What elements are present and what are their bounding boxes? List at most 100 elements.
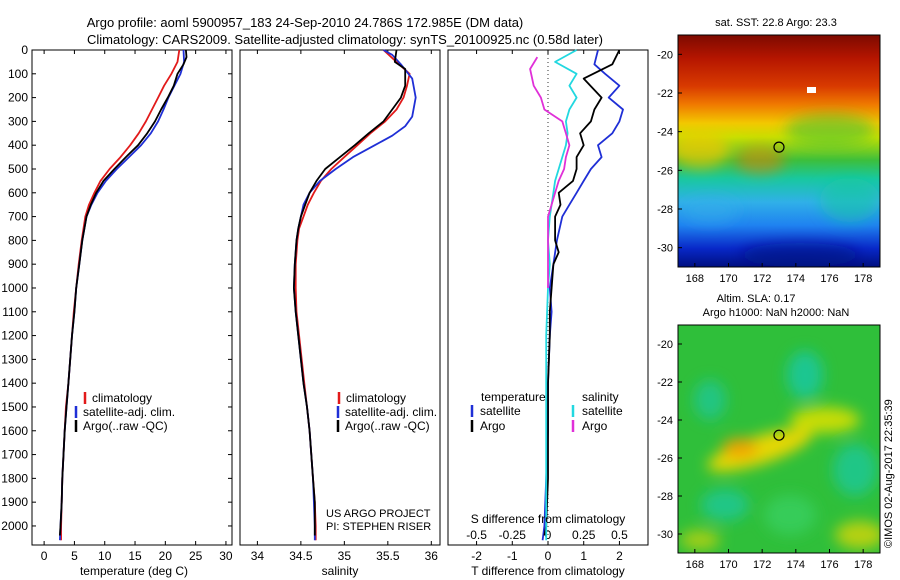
depth-tick-label: 1700 (1, 448, 28, 462)
lon-tick-label: 170 (719, 559, 737, 571)
lon-tick-label: 174 (787, 273, 805, 285)
lon-tick-label: 176 (820, 559, 838, 571)
depth-tick-label: 800 (8, 233, 28, 247)
x-tick-label: 10 (98, 549, 112, 563)
x-tick-label: -1 (507, 549, 518, 563)
depth-tick-label: 1200 (1, 329, 28, 343)
sst-texture (678, 114, 880, 267)
depth-tick-label: 1100 (2, 305, 28, 319)
sst-map-frame (677, 34, 881, 268)
temperature-panel: 0100200300400500600700800900100011001200… (1, 43, 648, 578)
x-tick-label: 30 (219, 549, 233, 563)
x-tick-label: 0 (41, 549, 48, 563)
s-tick-label: -0.5 (466, 528, 487, 542)
x-tick-label: 34.5 (289, 549, 313, 563)
salinity-xlabel: salinity (322, 564, 359, 578)
depth-tick-label: 700 (8, 210, 28, 224)
legend-title-temperature: temperature (481, 390, 546, 404)
lon-tick-label: 176 (820, 273, 838, 285)
depth-tick-label: 1900 (1, 495, 28, 509)
temperature-legend: climatology satellite-adj. clim. Argo(..… (74, 391, 175, 433)
legend-t-argo: Argo (480, 419, 506, 433)
lon-tick-label: 172 (753, 273, 771, 285)
sla-map-title-line2: Argo h1000: NaN h2000: NaN (703, 307, 850, 319)
lat-tick-label: -30 (657, 529, 673, 541)
depth-tick-label: 2000 (1, 519, 28, 533)
salinity-axes-frame (239, 49, 441, 546)
legend-title-salinity: salinity (582, 390, 619, 404)
series-line-t-argo (543, 49, 621, 536)
series-line-argo-raw-qc- (59, 49, 188, 536)
lat-tick-label: -20 (657, 339, 673, 351)
lon-tick-label: 168 (686, 273, 704, 285)
temperature-legend-climatology: climatology (92, 391, 152, 405)
x-tick-label: 35.5 (376, 549, 400, 563)
temperature-xlabel: temperature (deg C) (80, 564, 188, 578)
depth-tick-label: 600 (8, 186, 28, 200)
series-line-s-satellite (545, 49, 578, 541)
sla-texture (680, 351, 880, 550)
sla-map-title-line1: Altim. SLA: 0.17 (717, 293, 796, 305)
x-tick-label: 5 (71, 549, 78, 563)
s-tick-label: 0.25 (572, 528, 596, 542)
difference-legend: temperature salinity satellite Argo sate… (470, 390, 623, 433)
lat-tick-label: -28 (657, 204, 673, 216)
x-tick-label: 25 (189, 549, 203, 563)
lat-tick-label: -28 (657, 491, 673, 503)
lon-tick-label: 178 (854, 559, 872, 571)
x-tick-label: 35 (338, 549, 352, 563)
project-annotation: US ARGO PROJECT (326, 508, 431, 520)
lat-tick-label: -24 (657, 127, 673, 139)
x-tick-label: 1 (580, 549, 587, 563)
depth-tick-label: 900 (8, 257, 28, 271)
lon-tick-label: 168 (686, 559, 704, 571)
lat-tick-label: -26 (657, 453, 673, 465)
lat-tick-label: -26 (657, 165, 673, 177)
difference-panel: -2 -1 0 1 2 -0.5 -0.25 0 0.25 0.5 T difference fr… (447, 49, 649, 578)
s-tick-label: 0.5 (611, 528, 628, 542)
sla-argo-location-marker (773, 429, 785, 441)
salinity-legend-satellite: satellite-adj. clim. (345, 405, 437, 419)
x-tick-label: 15 (128, 549, 142, 563)
imos-credit: ©IMOS 02-Aug-2017 22:35:39 (883, 399, 895, 548)
sla-map: Altim. SLA: 0.17 Argo h1000: NaN h2000: … (657, 293, 881, 571)
x-tick-label: 2 (616, 549, 623, 563)
lat-tick-label: -22 (657, 88, 673, 100)
depth-tick-label: 100 (8, 67, 28, 81)
lon-tick-label: 174 (787, 559, 805, 571)
depth-tick-label: 300 (8, 114, 28, 128)
lat-tick-label: -30 (657, 243, 673, 255)
lon-tick-label: 172 (753, 559, 771, 571)
x-tick-label: -2 (471, 549, 482, 563)
lat-tick-label: -20 (657, 49, 673, 61)
x-tick-label: 34 (251, 549, 265, 563)
series-line-argo-raw-qc- (293, 49, 407, 536)
temperature-axes-frame (31, 49, 233, 546)
lon-tick-label: 170 (719, 273, 737, 285)
salinity-legend-climatology: climatology (346, 391, 406, 405)
x-tick-label: 0 (545, 549, 552, 563)
difference-xlabel-t: T difference from climatology (471, 564, 625, 578)
figure-title-line1: Argo profile: aoml 5900957_183 24-Sep-20… (87, 15, 524, 30)
depth-tick-label: 500 (8, 162, 28, 176)
depth-tick-label: 1500 (1, 400, 28, 414)
s-tick-label: 0 (545, 528, 552, 542)
temperature-legend-argo: Argo(..raw -QC) (83, 419, 168, 433)
temperature-legend-satellite: satellite-adj. clim. (83, 405, 175, 419)
sst-missing-patch (807, 87, 816, 93)
depth-tick-label: 1400 (1, 376, 28, 390)
lon-tick-label: 178 (854, 273, 872, 285)
sla-map-frame (677, 324, 881, 554)
sst-map-title: sat. SST: 22.8 Argo: 23.3 (715, 17, 837, 29)
salinity-legend-argo: Argo(..raw -QC) (345, 419, 430, 433)
lat-tick-label: -22 (657, 377, 673, 389)
sst-map: sat. SST: 22.8 Argo: 23.3 168 170 172 174 17… (657, 17, 881, 285)
depth-tick-label: 1000 (1, 281, 28, 295)
series-line-s-argo (529, 56, 571, 288)
depth-tick-label: 1300 (1, 352, 28, 366)
depth-tick-label: 0 (21, 43, 28, 57)
legend-t-satellite: satellite (480, 404, 521, 418)
depth-tick-label: 400 (8, 138, 28, 152)
salinity-legend: climatology satellite-adj. clim. Argo(..… (336, 391, 437, 433)
